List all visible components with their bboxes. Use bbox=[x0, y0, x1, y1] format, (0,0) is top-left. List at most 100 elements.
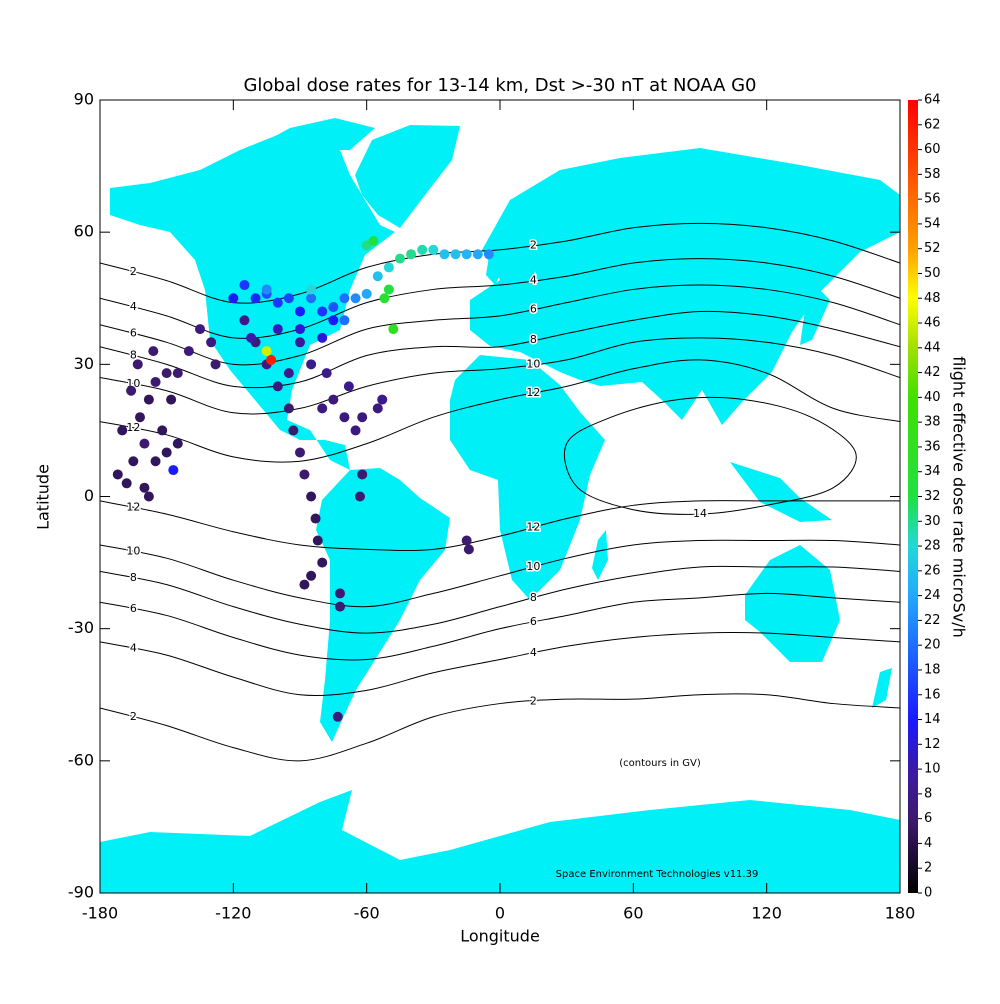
arctic-islands bbox=[250, 118, 375, 150]
colorbar-tick-label: 46 bbox=[924, 316, 941, 331]
dose-point bbox=[295, 306, 305, 317]
dose-point bbox=[350, 293, 361, 304]
colorbar-tick-label: 52 bbox=[924, 241, 941, 256]
contour-label: 12 bbox=[526, 520, 540, 533]
dose-point bbox=[132, 359, 143, 370]
dose-point bbox=[112, 469, 123, 480]
contour-label: 6 bbox=[130, 326, 137, 339]
colorbar-tick-label: 40 bbox=[924, 390, 941, 405]
points bbox=[112, 235, 494, 722]
contour-label: 12 bbox=[526, 386, 540, 399]
dose-point bbox=[239, 315, 250, 326]
colorbar-tick-label: 28 bbox=[924, 539, 941, 554]
colorbar-tick-label: 20 bbox=[924, 638, 941, 653]
dose-point bbox=[135, 412, 145, 423]
dose-point bbox=[343, 381, 354, 392]
dose-point bbox=[295, 337, 305, 348]
dose-point bbox=[246, 332, 257, 343]
dose-point bbox=[139, 438, 150, 449]
dose-point bbox=[321, 368, 332, 379]
colorbar-tick-label: 32 bbox=[924, 489, 941, 504]
dose-point bbox=[228, 293, 239, 304]
dose-point bbox=[310, 513, 321, 524]
dose-point bbox=[295, 324, 305, 335]
dose-point bbox=[150, 376, 161, 387]
colorbar-tick-label: 60 bbox=[924, 142, 941, 157]
colorbar-tick-label: 30 bbox=[924, 514, 941, 529]
dose-point bbox=[306, 570, 317, 581]
contour-label: 8 bbox=[130, 349, 137, 362]
colorbar-tick-label: 36 bbox=[924, 439, 941, 454]
dose-point bbox=[339, 412, 350, 423]
dose-point bbox=[328, 394, 339, 405]
colorbar-tick-label: 8 bbox=[924, 786, 932, 801]
dose-point bbox=[328, 315, 339, 326]
dose-point bbox=[388, 324, 399, 335]
contour-label: 6 bbox=[530, 302, 537, 315]
contour-line bbox=[100, 284, 900, 366]
dose-point bbox=[383, 284, 394, 295]
dose-point bbox=[461, 249, 472, 260]
dose-point bbox=[288, 425, 299, 436]
dose-point bbox=[306, 359, 317, 370]
dose-point bbox=[272, 324, 283, 335]
contour-line bbox=[100, 592, 900, 661]
chart-title: Global dose rates for 13-14 km, Dst >-30… bbox=[243, 75, 756, 96]
x-tick-label: -60 bbox=[354, 904, 380, 923]
dose-point bbox=[168, 465, 179, 476]
dose-point bbox=[406, 249, 417, 260]
se-asia-islands bbox=[730, 462, 832, 522]
dose-point bbox=[372, 403, 383, 414]
dose-point bbox=[299, 579, 310, 590]
x-tick-label: 120 bbox=[751, 904, 782, 923]
dose-point bbox=[161, 368, 172, 379]
dose-point bbox=[283, 293, 294, 304]
dose-point bbox=[368, 235, 379, 246]
dose-point bbox=[161, 447, 172, 458]
dose-point bbox=[450, 249, 461, 260]
colorbar-tick-label: 42 bbox=[924, 365, 941, 380]
x-axis-label: Longitude bbox=[460, 927, 540, 946]
colorbar-tick-label: 4 bbox=[924, 836, 932, 851]
dose-point bbox=[472, 249, 483, 260]
dose-point bbox=[317, 306, 328, 317]
dose-point bbox=[283, 368, 294, 379]
y-tick-label: 90 bbox=[74, 90, 94, 109]
dose-point bbox=[306, 491, 317, 502]
colorbar-tick-label: 6 bbox=[924, 811, 932, 826]
contour-label: 2 bbox=[530, 694, 537, 707]
dose-point bbox=[350, 425, 361, 436]
dose-point bbox=[377, 394, 388, 405]
dose-point bbox=[461, 535, 472, 546]
colorbar-tick-label: 50 bbox=[924, 266, 941, 281]
madagascar bbox=[592, 530, 608, 580]
dose-point bbox=[157, 425, 168, 436]
dose-point bbox=[335, 588, 345, 599]
contour-label: 8 bbox=[130, 571, 137, 584]
colorbar-tick-label: 0 bbox=[924, 886, 932, 901]
contour-label: 10 bbox=[526, 560, 540, 573]
contour-line bbox=[100, 258, 900, 339]
contour-label: 8 bbox=[530, 333, 537, 346]
colorbar-tick-label: 58 bbox=[924, 167, 941, 182]
contour-label: 14 bbox=[693, 507, 707, 520]
colorbar-label: flight effective dose rate microSv/h bbox=[950, 356, 969, 638]
colorbar-tick-label: 62 bbox=[924, 117, 941, 132]
dose-point bbox=[128, 456, 139, 467]
annotation: Space Environment Technologies v11.39 bbox=[556, 869, 759, 880]
axes: -180 -120 -60 0 60 120 180-90-60-3003060900246… bbox=[68, 90, 941, 923]
dose-point bbox=[372, 271, 383, 282]
dose-point bbox=[483, 249, 494, 260]
colorbar-tick-label: 12 bbox=[924, 737, 941, 752]
contour-label: 2 bbox=[130, 265, 137, 278]
dose-point bbox=[172, 438, 183, 449]
colorbar-tick-label: 14 bbox=[924, 712, 941, 727]
contour-line bbox=[100, 565, 900, 634]
dose-point bbox=[295, 447, 305, 458]
dose-point bbox=[126, 385, 137, 396]
contour-label: 2 bbox=[130, 710, 137, 723]
dose-point bbox=[261, 346, 272, 357]
x-tick-label: 0 bbox=[495, 904, 505, 923]
colorbar-tick-label: 34 bbox=[924, 464, 941, 479]
